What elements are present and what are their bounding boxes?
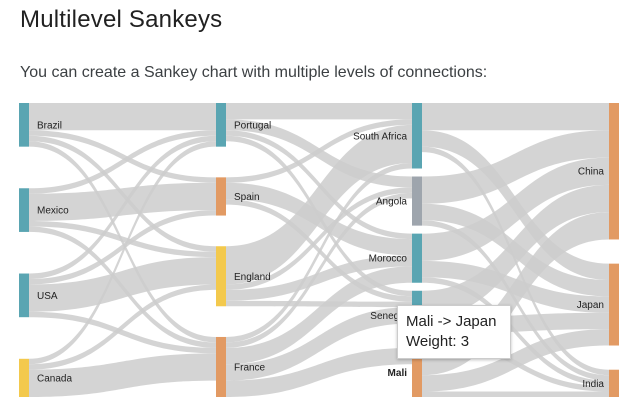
node-label-france: France xyxy=(234,362,266,373)
link-canada-to-portugal[interactable] xyxy=(29,141,216,365)
node-label-canada: Canada xyxy=(37,373,72,384)
node-england[interactable] xyxy=(216,246,226,307)
node-morocco[interactable] xyxy=(412,233,422,283)
node-canada[interactable] xyxy=(19,358,29,397)
link-france-to-angola[interactable] xyxy=(226,192,412,348)
link-usa-to-france[interactable] xyxy=(29,311,216,354)
node-label-mali: Mali xyxy=(388,368,408,379)
link-france-to-senegal[interactable] xyxy=(226,307,412,381)
link-england-to-senegal[interactable] xyxy=(226,300,412,308)
link-mali-to-japan[interactable] xyxy=(422,329,609,392)
node-south-africa[interactable] xyxy=(412,103,422,169)
node-label-senegal: Senegal xyxy=(370,311,407,322)
node-label-india: India xyxy=(582,379,604,390)
link-england-to-angola[interactable] xyxy=(226,187,412,290)
node-spain[interactable] xyxy=(216,177,226,216)
page-description: You can create a Sankey chart with multi… xyxy=(20,64,488,81)
node-label-portugal: Portugal xyxy=(234,120,271,131)
link-spain-to-south-africa[interactable] xyxy=(226,119,412,183)
page-title: Multilevel Sankeys xyxy=(20,6,223,33)
link-morocco-to-india[interactable] xyxy=(422,277,609,387)
link-south-africa-to-china[interactable] xyxy=(422,103,609,131)
node-label-mexico: Mexico xyxy=(37,206,69,217)
link-mexico-to-portugal[interactable] xyxy=(29,130,216,194)
node-label-spain: Spain xyxy=(234,192,260,203)
link-spain-to-senegal[interactable] xyxy=(226,199,412,302)
node-label-angola: Angola xyxy=(376,197,408,208)
tooltip-weight-label: Weight: 3 xyxy=(406,333,470,350)
node-label-morocco: Morocco xyxy=(369,254,408,265)
node-india[interactable] xyxy=(609,369,619,397)
node-label-south-africa: South Africa xyxy=(353,131,407,142)
sankey-labels: Brazil Mexico USA Canada Portugal Spain Englan… xyxy=(37,120,604,390)
node-angola[interactable] xyxy=(412,176,422,226)
link-england-to-morocco[interactable] xyxy=(226,255,412,301)
link-france-to-mali[interactable] xyxy=(226,347,412,397)
link-mexico-to-england[interactable] xyxy=(29,221,216,258)
node-label-england: England xyxy=(234,272,271,283)
node-france[interactable] xyxy=(216,336,226,397)
node-china[interactable] xyxy=(609,103,619,240)
node-label-japan: Japan xyxy=(577,300,604,311)
link-canada-to-england[interactable] xyxy=(29,284,216,370)
sankey-links xyxy=(29,103,609,397)
link-senegal-to-china[interactable] xyxy=(422,184,609,319)
link-mexico-to-spain[interactable] xyxy=(29,182,216,222)
link-brazil-to-portugal[interactable] xyxy=(29,103,216,131)
sankey-nodes xyxy=(19,103,619,397)
node-label-brazil: Brazil xyxy=(37,120,62,131)
link-england-to-south-africa[interactable] xyxy=(226,124,412,285)
link-portugal-to-morocco[interactable] xyxy=(226,130,412,240)
link-angola-to-china[interactable] xyxy=(422,130,609,204)
node-brazil[interactable] xyxy=(19,103,29,147)
link-brazil-to-spain[interactable] xyxy=(29,130,216,183)
node-label-usa: USA xyxy=(37,291,58,302)
chart-tooltip: Mali -> Japan Weight: 3 xyxy=(397,305,511,359)
node-mali[interactable] xyxy=(412,347,422,397)
link-canada-to-france[interactable] xyxy=(29,353,216,397)
node-label-china: China xyxy=(578,167,605,178)
node-japan[interactable] xyxy=(609,263,619,346)
link-usa-to-england[interactable] xyxy=(29,257,216,312)
link-usa-to-portugal[interactable] xyxy=(29,135,216,279)
tooltip-link-label: Mali -> Japan xyxy=(406,313,497,330)
link-morocco-to-japan[interactable] xyxy=(422,260,609,313)
link-usa-to-spain[interactable] xyxy=(29,210,216,285)
node-usa[interactable] xyxy=(19,273,29,318)
node-portugal[interactable] xyxy=(216,103,226,147)
link-morocco-to-china[interactable] xyxy=(422,157,609,261)
node-mexico[interactable] xyxy=(19,188,29,232)
link-mali-to-india[interactable] xyxy=(422,391,609,397)
link-portugal-to-south-africa[interactable] xyxy=(226,103,412,120)
